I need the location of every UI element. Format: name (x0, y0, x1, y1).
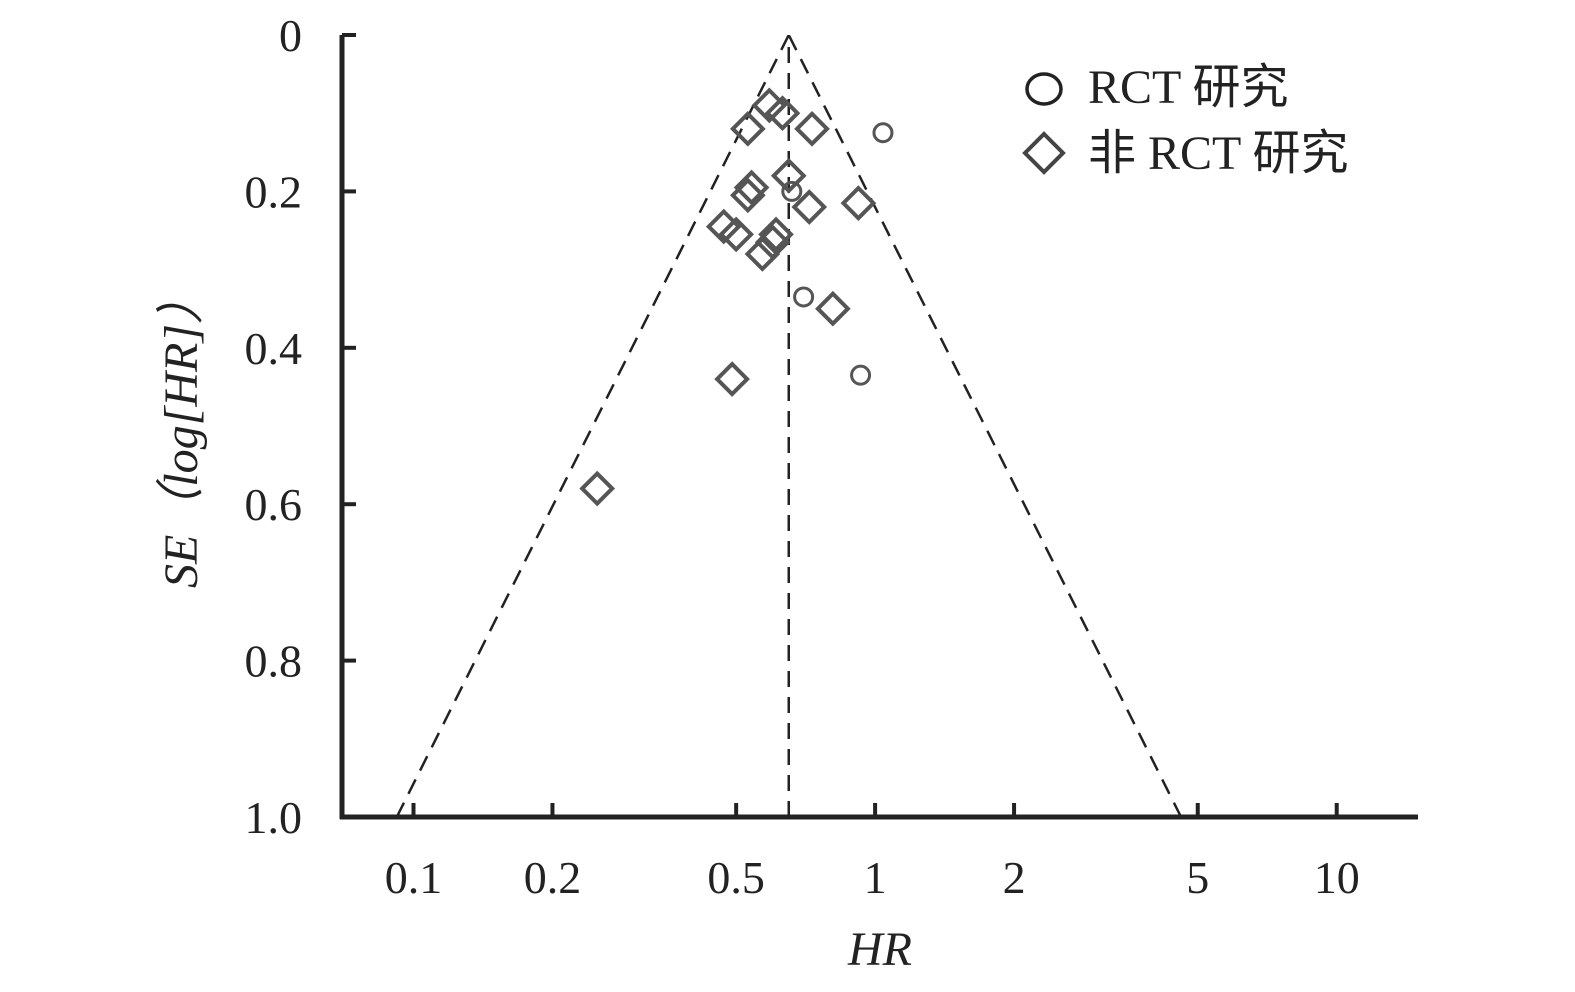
x-tick-label: 2 (1003, 852, 1026, 903)
non-rct-study-point (770, 157, 807, 194)
tick-labels: 0 0.2 0.4 0.6 0.8 1.0 0.1 0.2 0.5 1 2 5 10 (245, 10, 1360, 903)
non-rct-study-point (718, 216, 754, 253)
legend: RCT 研究非 RCT 研究 (1022, 61, 1349, 180)
legend-label: 非 RCT 研究 (1088, 127, 1349, 180)
rct-study-point (850, 364, 872, 386)
y-tick-label: 1.0 (245, 792, 303, 843)
non-rct-study-point (730, 111, 766, 147)
y-tick-label: 0.4 (245, 323, 303, 374)
non-rct-study-point (794, 111, 830, 147)
y-tick-label: 0.6 (245, 479, 303, 530)
non-rct-study-point (840, 185, 877, 221)
rct-study-point (781, 180, 803, 202)
funnel-right-line (787, 34, 1183, 818)
non-rct-study-point (758, 216, 794, 253)
axes (339, 33, 1418, 820)
rct-study-point (793, 286, 815, 308)
funnel-lines (395, 34, 1183, 818)
legend-diamond-icon (1022, 131, 1066, 175)
non-rct-study-point (733, 169, 770, 206)
non-rct-study-point (730, 177, 766, 214)
legend-label: RCT 研究 (1088, 61, 1289, 114)
x-tick-label: 10 (1314, 852, 1360, 903)
non-rct-study-point (815, 290, 851, 327)
funnel-left-line (395, 34, 790, 818)
x-axis-title: HR (847, 923, 912, 976)
x-tick-label: 0.1 (385, 852, 443, 903)
y-axis-title: SE（log[HR]） (155, 276, 208, 588)
y-tick-label: 0.8 (245, 636, 303, 687)
data-points (579, 87, 894, 507)
non-rct-study-point (791, 189, 828, 225)
non-rct-study-point (579, 470, 616, 507)
non-rct-study-point (764, 95, 801, 132)
y-tick-label: 0 (279, 10, 302, 61)
y-tick-label: 0.2 (245, 166, 303, 217)
x-tick-label: 0.5 (707, 852, 765, 903)
legend-circle-icon (1025, 72, 1063, 106)
rct-study-point (872, 122, 894, 144)
x-tick-label: 0.2 (524, 852, 582, 903)
non-rct-study-point (714, 361, 750, 397)
x-tick-label: 1 (864, 852, 887, 903)
x-tick-label: 5 (1186, 852, 1209, 903)
non-rct-study-point (744, 236, 781, 272)
